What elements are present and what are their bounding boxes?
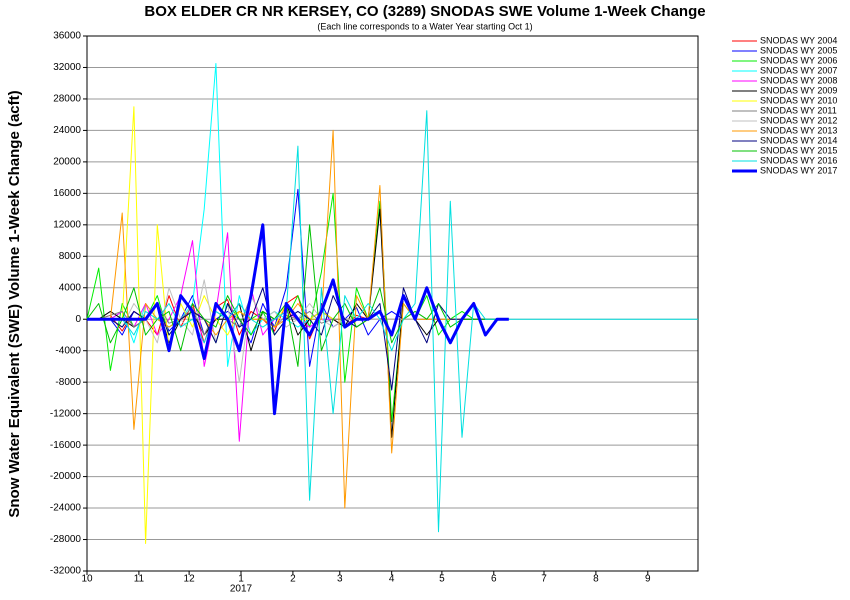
x-tick-label: 1 — [238, 574, 244, 585]
y-tick-label: 8000 — [59, 251, 82, 262]
y-tick-label: 4000 — [59, 282, 82, 293]
legend-label: SNODAS WY 2007 — [760, 65, 837, 75]
y-tick-label: -12000 — [50, 408, 82, 419]
x-tick-label: 8 — [593, 574, 599, 585]
legend-label: SNODAS WY 2011 — [760, 105, 837, 115]
legend-label: SNODAS WY 2015 — [760, 145, 837, 155]
legend-label: SNODAS WY 2010 — [760, 95, 837, 105]
y-tick-label: 0 — [75, 314, 81, 325]
y-tick-label: 28000 — [53, 94, 81, 105]
legend-label: SNODAS WY 2005 — [760, 45, 837, 55]
x-tick-label: 9 — [645, 574, 651, 585]
x-tick-label: 12 — [184, 574, 196, 585]
x-tick-label: 4 — [389, 574, 395, 585]
legend-label: SNODAS WY 2014 — [760, 135, 837, 145]
y-tick-label: -8000 — [55, 377, 81, 388]
y-tick-label: -4000 — [55, 345, 81, 356]
y-tick-label: 32000 — [53, 62, 81, 73]
legend-label: SNODAS WY 2012 — [760, 115, 837, 125]
chart-title: BOX ELDER CR NR KERSEY, CO (3289) SNODAS… — [144, 3, 705, 20]
y-tick-label: -24000 — [50, 503, 82, 514]
chart-subtitle: (Each line corresponds to a Water Year s… — [317, 21, 532, 31]
series-line — [87, 223, 509, 416]
x-tick-label: 5 — [439, 574, 445, 585]
legend-label: SNODAS WY 2009 — [760, 85, 837, 95]
y-tick-label: -28000 — [50, 534, 82, 545]
y-tick-label: 24000 — [53, 125, 81, 136]
y-tick-label: 16000 — [53, 188, 81, 199]
legend-label: SNODAS WY 2006 — [760, 55, 837, 65]
y-tick-label: -16000 — [50, 440, 82, 451]
y-tick-label: -20000 — [50, 471, 82, 482]
y-axis-label: Snow Water Equivalent (SWE) Volume 1-Wee… — [6, 90, 23, 517]
x-tick-label: 6 — [491, 574, 497, 585]
legend-label: SNODAS WY 2004 — [760, 35, 837, 45]
legend-label: SNODAS WY 2016 — [760, 155, 837, 165]
y-tick-label: 20000 — [53, 157, 81, 168]
x-tick-label: 11 — [134, 574, 145, 585]
legend-label: SNODAS WY 2013 — [760, 125, 837, 135]
y-tick-label: 12000 — [53, 219, 81, 230]
x-tick-label: 10 — [81, 574, 93, 585]
x-tick-label: 2 — [290, 574, 296, 585]
plot-area: -32000 -28000 -24000 -20000 -16000 -12000 -800… — [50, 31, 699, 595]
y-tick-label: 36000 — [53, 31, 81, 42]
legend-label: SNODAS WY 2017 — [760, 165, 837, 175]
x-year-label: 2017 — [230, 584, 253, 595]
y-tick-label: -32000 — [50, 566, 82, 577]
plot-border — [86, 35, 699, 572]
x-tick-label: 3 — [337, 574, 343, 585]
legend-label: SNODAS WY 2008 — [760, 75, 837, 85]
x-tick-label: 7 — [541, 574, 547, 585]
series-line — [86, 192, 509, 422]
